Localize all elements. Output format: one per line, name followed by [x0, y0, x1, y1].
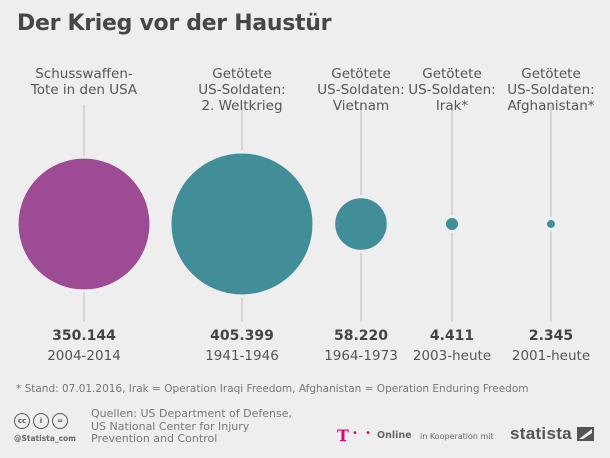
source-line: Quellen: US Department of Defense, — [91, 407, 292, 420]
period-label: 1941-1946 — [205, 348, 279, 364]
category-label-line: US-Soldaten: — [408, 82, 496, 98]
cc-license-icons: cc i = — [14, 413, 68, 429]
bubble-0 — [15, 155, 153, 293]
statista-logo-icon — [577, 427, 594, 441]
by-icon: i — [33, 413, 49, 429]
period-label: 2001-heute — [511, 348, 591, 364]
value-label: 2.345 — [528, 328, 574, 344]
source-line: US National Center for Injury — [91, 419, 250, 433]
nd-icon: = — [52, 413, 68, 429]
value-label: 350.144 — [52, 328, 116, 344]
sources: Quellen: US Department of Defense, US Na… — [91, 407, 292, 446]
bubble-2 — [332, 195, 390, 253]
category-label-line: US-Soldaten: — [507, 82, 595, 98]
category-label-line: Afghanistan* — [507, 98, 595, 114]
statista-handle: @Statista_com — [14, 434, 76, 443]
category-label-line: Schusswaffen- — [35, 66, 133, 82]
value-label: 58.220 — [333, 328, 389, 344]
chart-title: Der Krieg vor der Haustür — [17, 11, 332, 36]
category-label-line: Getötete — [212, 66, 272, 82]
period-label: 2004-2014 — [47, 348, 121, 364]
footnote: * Stand: 07.01.2016, Irak = Operation Ir… — [16, 383, 529, 395]
bubble-4 — [544, 217, 558, 231]
category-label-line: 2. Weltkrieg — [201, 98, 283, 114]
category-label-line: Getötete — [331, 66, 391, 82]
category-label-line: US-Soldaten: — [317, 82, 405, 98]
category-label-line: Tote in den USA — [30, 82, 138, 98]
category-label-line: Vietnam — [332, 98, 390, 114]
category-label: Schusswaffen- Tote in den USA — [24, 66, 144, 98]
bubble-3 — [442, 214, 462, 234]
value-label: 4.411 — [429, 328, 475, 344]
statista-logo[interactable]: statista — [510, 424, 572, 443]
source-line: Prevention and Control — [91, 432, 218, 445]
cc-icon: cc — [14, 413, 30, 429]
value-label: 405.399 — [210, 328, 274, 344]
category-label: Getötete US-Soldaten: 2. Weltkrieg — [182, 66, 302, 114]
category-label: Getötete US-Soldaten: Irak* — [392, 66, 512, 114]
category-label: Getötete US-Soldaten: Afghanistan* — [491, 66, 610, 114]
period-label: 1964-1973 — [324, 348, 398, 364]
category-label-line: US-Soldaten: — [198, 82, 286, 98]
category-label-line: Irak* — [435, 98, 469, 114]
telekom-logo-icon: T — [337, 426, 349, 445]
category-label-line: Getötete — [521, 66, 581, 82]
telekom-dots: • • — [352, 428, 373, 439]
bubble-1 — [168, 150, 316, 298]
kooperation-label: in Kooperation mit — [420, 432, 494, 441]
period-label: 2003-heute — [412, 348, 492, 364]
t-online-label: Online — [377, 430, 412, 441]
category-label: Getötete US-Soldaten: Vietnam — [301, 66, 421, 114]
category-label-line: Getötete — [422, 66, 482, 82]
